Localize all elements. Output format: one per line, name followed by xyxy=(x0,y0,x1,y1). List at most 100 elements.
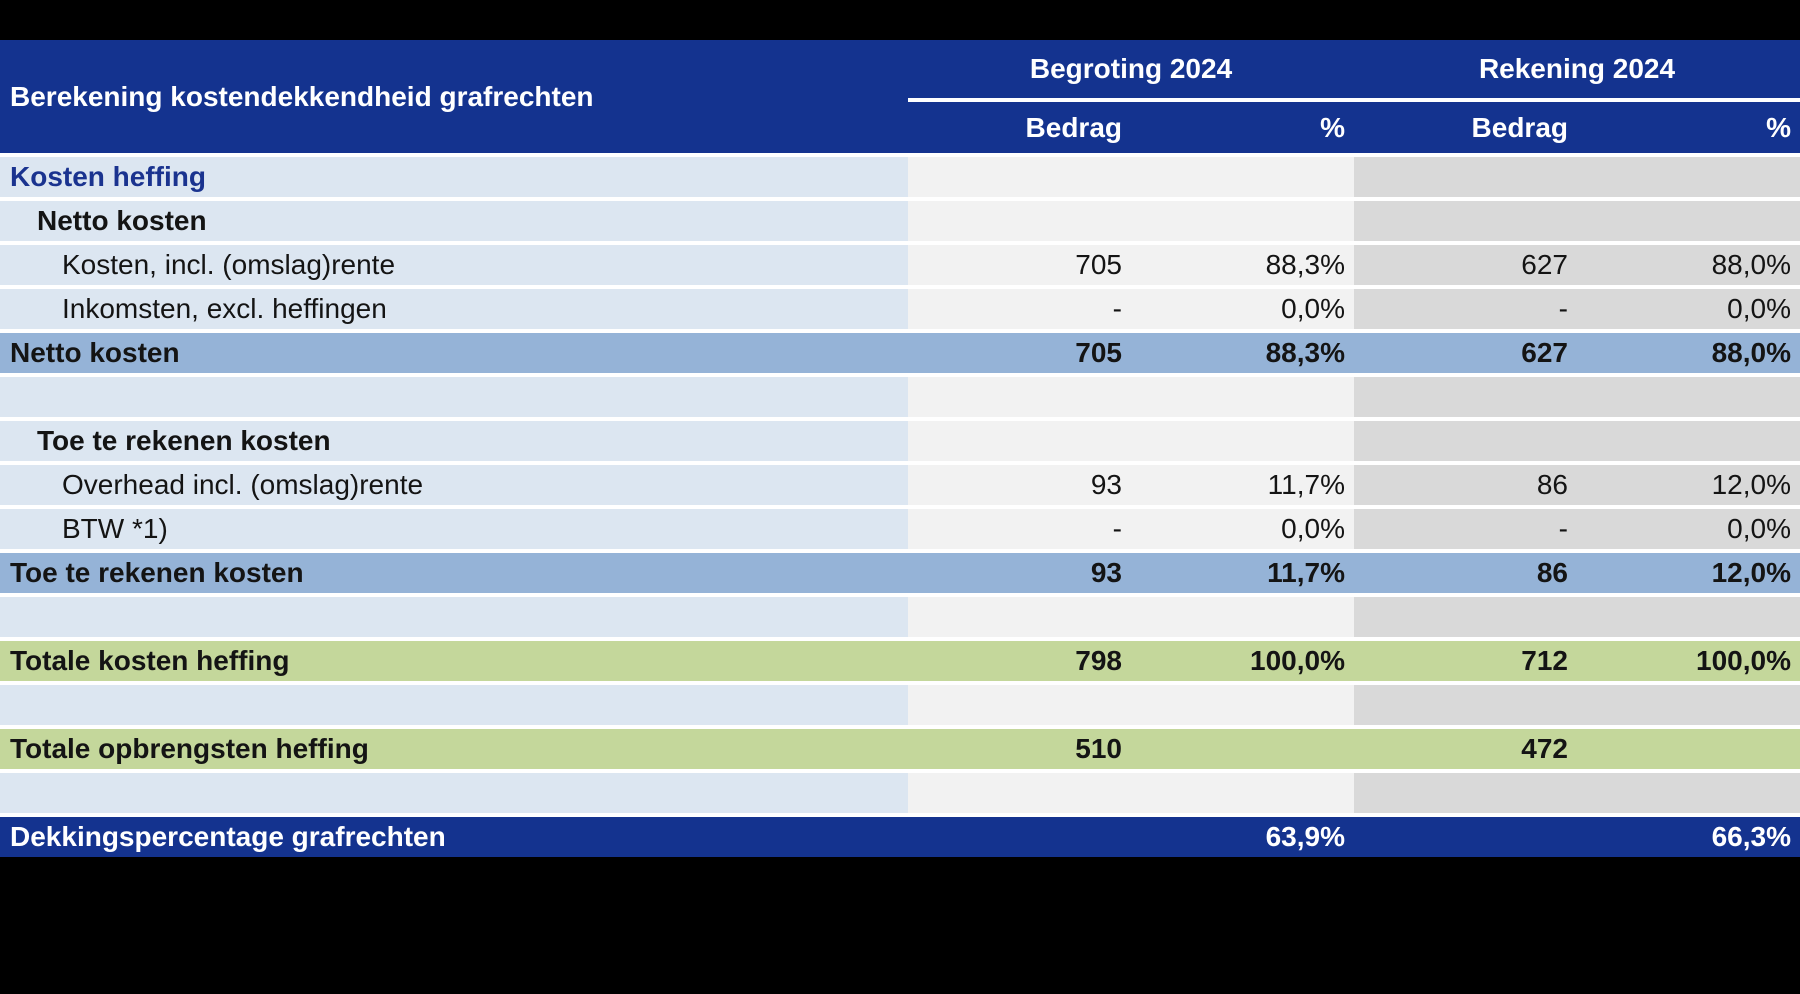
cell-begroting-pct: 88,3% xyxy=(1131,245,1354,285)
column-header-rekening-bedrag: Bedrag xyxy=(1471,111,1568,143)
row-label: Toe te rekenen kosten xyxy=(10,557,304,588)
cell-begroting-pct: 63,9% xyxy=(1265,821,1345,852)
cell-begroting-bedrag: 510 xyxy=(1075,733,1122,764)
table-row: Inkomsten, excl. heffingen -0,0% -0,0% xyxy=(0,289,1800,329)
table-row xyxy=(0,377,1800,417)
cell-rekening-bedrag xyxy=(1354,377,1577,417)
cell-rekening-bedrag xyxy=(1354,817,1577,857)
cell-begroting-bedrag: - xyxy=(908,289,1131,329)
cell-rekening-bedrag: 86 xyxy=(1354,465,1577,505)
column-header-begroting-pct: % xyxy=(1320,111,1345,143)
cell-rekening-pct: 100,0% xyxy=(1696,645,1791,676)
cell-rekening-bedrag: 627 xyxy=(1354,245,1577,285)
row-label: BTW *1) xyxy=(0,509,908,549)
cell-begroting-pct: 11,7% xyxy=(1131,465,1354,505)
cell-rekening-pct: 12,0% xyxy=(1577,465,1800,505)
row-label xyxy=(0,685,908,725)
row-label: Totale opbrengsten heffing xyxy=(10,733,369,764)
cell-rekening-pct xyxy=(1577,421,1800,461)
cell-begroting-bedrag xyxy=(908,597,1131,637)
table-row: Dekkingspercentage grafrechten 63,9% 66,3% xyxy=(0,817,1800,857)
column-group-rekening-2024: Rekening 2024 xyxy=(1478,53,1676,84)
cell-rekening-pct xyxy=(1577,729,1800,769)
cell-begroting-pct xyxy=(1131,597,1354,637)
cell-begroting-pct: 11,7% xyxy=(1267,557,1345,588)
cell-begroting-pct xyxy=(1131,729,1354,769)
row-label: Totale kosten heffing xyxy=(10,645,290,676)
cell-begroting-pct: 0,0% xyxy=(1131,289,1354,329)
cell-begroting-pct xyxy=(1131,773,1354,813)
table-header: Berekening kostendekkendheid grafrechten… xyxy=(0,40,1800,153)
table-row: Overhead incl. (omslag)rente 93 11,7% 86 12,… xyxy=(0,465,1800,505)
table-row: BTW *1) -0,0% -0,0% xyxy=(0,509,1800,549)
cell-rekening-pct: 66,3% xyxy=(1711,821,1791,852)
cell-rekening-pct: 0,0% xyxy=(1577,509,1800,549)
cell-rekening-bedrag xyxy=(1354,773,1577,813)
column-group-begroting-2024: Begroting 2024 xyxy=(1029,53,1233,84)
cell-rekening-bedrag: 712 xyxy=(1521,645,1568,676)
cell-rekening-pct xyxy=(1577,685,1800,725)
cell-rekening-pct xyxy=(1577,773,1800,813)
table-row: Totale kosten heffing 798 100,0% 712 100,0% xyxy=(0,641,1800,681)
cell-begroting-bedrag xyxy=(908,157,1131,197)
table-row: Netto kosten xyxy=(0,201,1800,241)
cell-begroting-bedrag xyxy=(908,377,1131,417)
cell-begroting-pct: 88,3% xyxy=(1265,337,1345,368)
cell-begroting-pct: 100,0% xyxy=(1250,645,1345,676)
table-row xyxy=(0,597,1800,637)
cell-begroting-pct xyxy=(1131,377,1354,417)
cell-rekening-pct: 12,0% xyxy=(1711,557,1791,588)
cell-rekening-bedrag: 472 xyxy=(1521,733,1568,764)
row-label: Inkomsten, excl. heffingen xyxy=(0,289,908,329)
row-label: Kosten heffing xyxy=(0,157,908,197)
table-row: Kosten heffing xyxy=(0,157,1800,197)
cell-begroting-pct xyxy=(1131,201,1354,241)
cell-rekening-pct xyxy=(1577,201,1800,241)
cell-begroting-bedrag: - xyxy=(908,509,1131,549)
cell-rekening-bedrag xyxy=(1354,201,1577,241)
column-header-rekening-pct: % xyxy=(1766,111,1791,143)
row-label: Toe te rekenen kosten xyxy=(0,421,908,461)
cell-begroting-bedrag: 798 xyxy=(1075,645,1122,676)
cell-rekening-pct xyxy=(1577,157,1800,197)
cell-begroting-bedrag: 705 xyxy=(1075,337,1122,368)
table-title: Berekening kostendekkendheid grafrechten xyxy=(10,80,594,112)
cell-rekening-bedrag: - xyxy=(1354,289,1577,329)
cell-begroting-bedrag xyxy=(908,201,1131,241)
cell-rekening-pct: 88,0% xyxy=(1577,245,1800,285)
table-row xyxy=(0,685,1800,725)
cell-begroting-bedrag xyxy=(908,421,1131,461)
cell-begroting-bedrag: 705 xyxy=(908,245,1131,285)
cell-rekening-pct: 88,0% xyxy=(1711,337,1791,368)
cell-begroting-bedrag xyxy=(908,685,1131,725)
cell-rekening-bedrag xyxy=(1354,421,1577,461)
row-label: Kosten, incl. (omslag)rente xyxy=(0,245,908,285)
cell-begroting-bedrag: 93 xyxy=(1090,557,1122,588)
cell-rekening-pct: 0,0% xyxy=(1577,289,1800,329)
cell-begroting-pct: 0,0% xyxy=(1131,509,1354,549)
header-divider-line xyxy=(908,98,1800,102)
table-row: Toe te rekenen kosten xyxy=(0,421,1800,461)
cell-begroting-pct xyxy=(1131,157,1354,197)
cell-rekening-pct xyxy=(1577,597,1800,637)
row-label xyxy=(0,597,908,637)
table-row: Totale opbrengsten heffing 510 472 xyxy=(0,729,1800,769)
row-label xyxy=(0,773,908,813)
column-header-begroting-bedrag: Bedrag xyxy=(1025,111,1122,143)
cell-begroting-bedrag xyxy=(908,773,1131,813)
row-label: Netto kosten xyxy=(0,201,908,241)
row-label: Netto kosten xyxy=(10,337,180,368)
row-label: Dekkingspercentage grafrechten xyxy=(10,821,446,852)
cell-rekening-bedrag: 86 xyxy=(1536,557,1568,588)
cell-rekening-bedrag: - xyxy=(1354,509,1577,549)
cell-rekening-bedrag: 627 xyxy=(1521,337,1568,368)
cell-rekening-bedrag xyxy=(1354,597,1577,637)
cell-rekening-bedrag xyxy=(1354,685,1577,725)
row-label: Overhead incl. (omslag)rente xyxy=(0,465,908,505)
cell-begroting-bedrag: 93 xyxy=(908,465,1131,505)
cell-rekening-pct xyxy=(1577,377,1800,417)
cell-begroting-bedrag xyxy=(908,817,1131,857)
cell-rekening-bedrag xyxy=(1354,157,1577,197)
cell-begroting-pct xyxy=(1131,685,1354,725)
